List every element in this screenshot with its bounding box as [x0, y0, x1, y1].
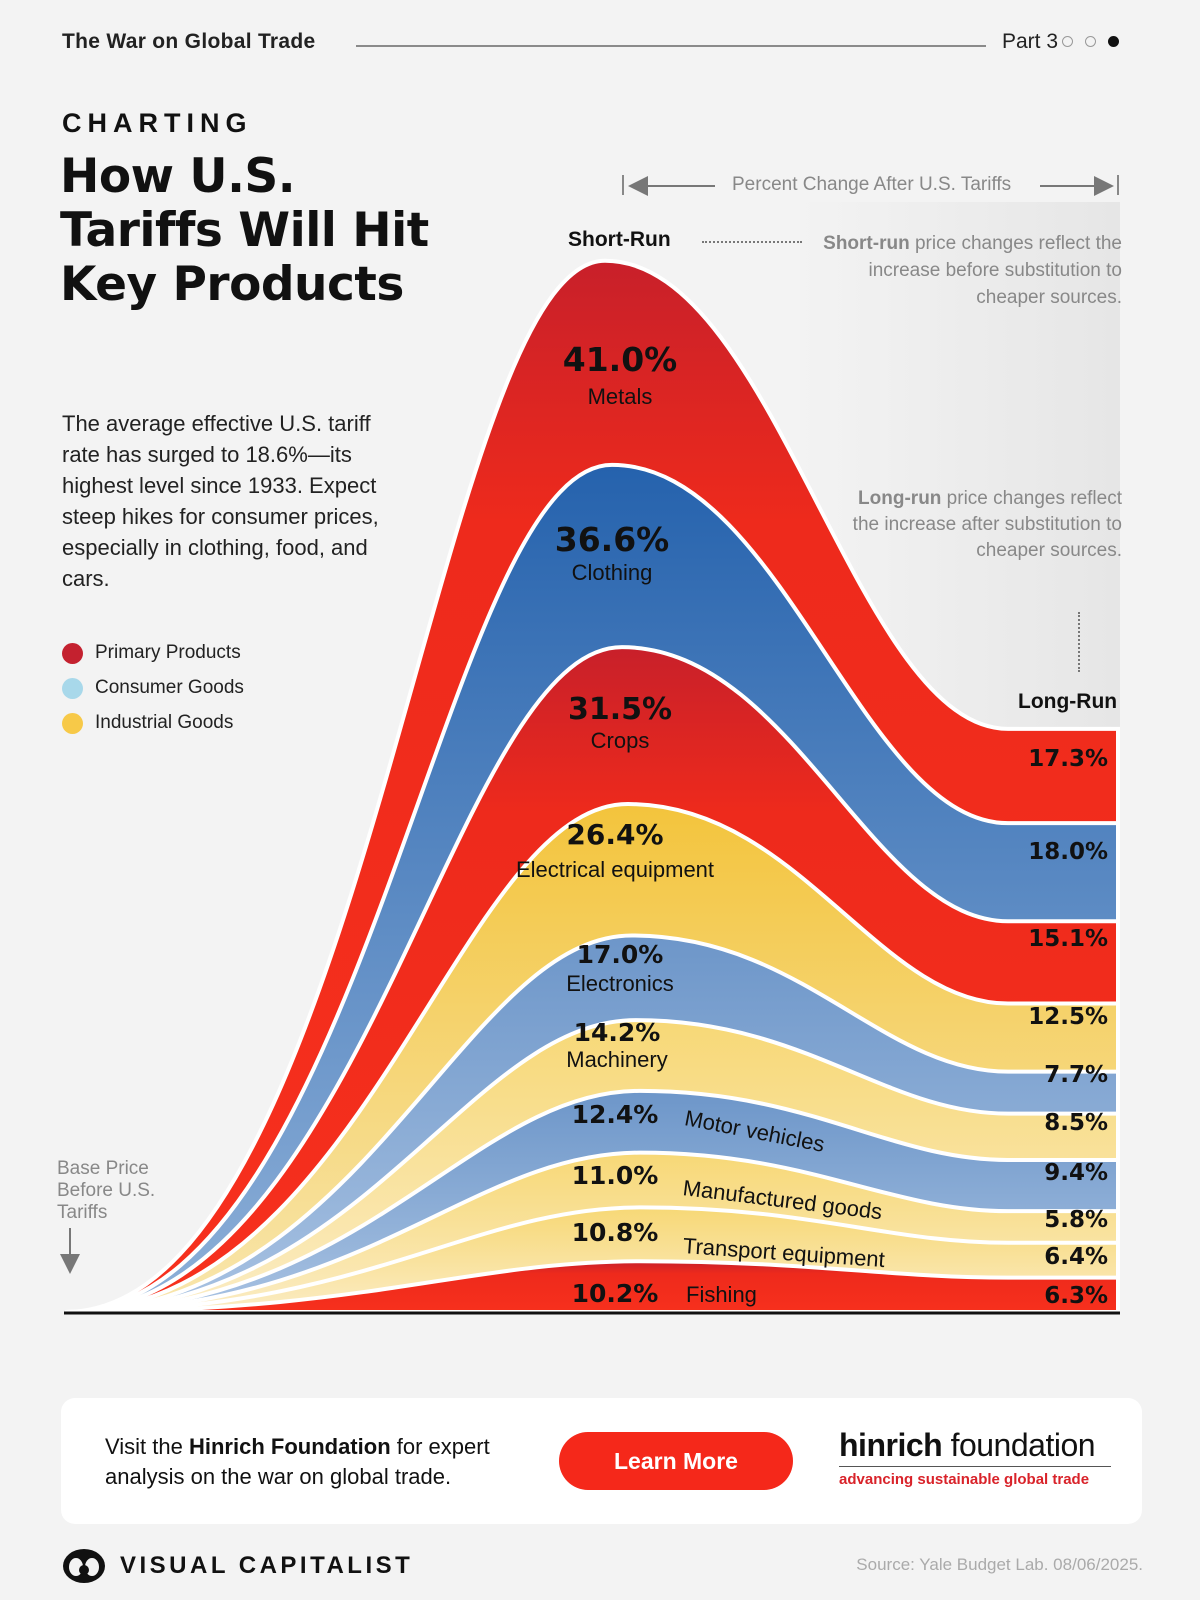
description: The average effective U.S. tariff rate h… [62, 411, 379, 591]
legend-swatch [62, 642, 83, 664]
long-run-note: Long-run price changes reflect the incre… [840, 486, 1122, 564]
cta-text-post: for expert analysis on the war on global… [105, 1434, 490, 1489]
header-divider [356, 45, 986, 47]
note-bold: Long-run [858, 488, 942, 509]
long-run-value: 12.5% [1028, 1004, 1108, 1030]
cta-banner: Visit the Hinrich Foundation for expert … [61, 1398, 1142, 1524]
axis-caption: Percent Change After U.S. Tariffs [732, 174, 1012, 195]
long-run-value: 6.3% [1044, 1283, 1108, 1309]
long-run-title: Long-Run [1018, 690, 1118, 713]
short-run-value: 12.4% [571, 1100, 659, 1129]
logo-name: hinrich foundation [839, 1426, 1111, 1464]
long-run-value: 18.0% [1028, 839, 1108, 865]
long-run-value: 17.3% [1028, 746, 1108, 772]
short-run-value: 10.2% [571, 1279, 659, 1308]
legend-label: Primary Products [95, 642, 241, 663]
category-label: Fishing [686, 1282, 757, 1307]
hinrich-foundation-logo[interactable]: hinrich foundation advancing sustainable… [839, 1426, 1111, 1488]
kicker: CHARTING [62, 108, 253, 138]
part-label: Part 3 [1002, 30, 1059, 53]
dotted-leader [702, 241, 802, 243]
legend-item-consumer: Consumer Goods [62, 677, 244, 699]
learn-more-button[interactable]: Learn More [559, 1432, 793, 1490]
logo-tagline: advancing sustainable global trade [839, 1471, 1090, 1488]
source: Source: Yale Budget Lab. 08/06/2025. [856, 1555, 1143, 1574]
short-run-value: 11.0% [571, 1161, 659, 1190]
category-label: Electrical equipment [515, 857, 715, 882]
legend-swatch [62, 677, 83, 699]
dotted-leader [1078, 612, 1080, 672]
cta-text-bold: Hinrich Foundation [188, 1434, 391, 1459]
series-title: The War on Global Trade [62, 30, 316, 53]
band-fishing [64, 1259, 1120, 1314]
page-title: How U.S. Tariffs Will Hit Key Products [60, 149, 429, 312]
short-run-value: 10.8% [571, 1218, 659, 1247]
long-run-value: 7.7% [1044, 1062, 1108, 1088]
category-label: Crops [590, 728, 650, 753]
logo-rule [839, 1466, 1111, 1467]
short-run-note: Short-run price changes reflect the incr… [810, 230, 1122, 311]
legend-item-industrial: Industrial Goods [62, 712, 233, 734]
long-run-value: 5.8% [1044, 1207, 1108, 1233]
category-label: Metals [587, 384, 653, 409]
long-run-value: 8.5% [1044, 1110, 1108, 1136]
visual-capitalist-logo: VISUAL CAPITALIST [62, 1548, 413, 1584]
category-label: Electronics [566, 971, 674, 996]
legend-label: Consumer Goods [95, 677, 244, 698]
legend-item-primary: Primary Products [62, 642, 241, 664]
short-run-value: 17.0% [576, 940, 664, 969]
legend-label: Industrial Goods [95, 712, 234, 733]
base-price-text: Base Price Before U.S. Tariffs [57, 1158, 156, 1223]
long-run-value: 15.1% [1028, 926, 1108, 952]
short-run-value: 36.6% [554, 520, 670, 559]
legend-swatch [62, 712, 83, 734]
short-run-value: 41.0% [562, 340, 678, 379]
vc-mark-icon [63, 1549, 105, 1583]
part-dot-3-active [1108, 36, 1119, 47]
part-dot-2 [1085, 36, 1096, 47]
cta-text: Visit the Hinrich Foundation for expert … [105, 1432, 535, 1492]
note-bold: Short-run [823, 233, 910, 254]
short-run-value: 14.2% [573, 1018, 661, 1047]
note-text: price changes reflect the increase after… [852, 488, 1122, 561]
part-dot-1 [1062, 36, 1073, 47]
category-label: Clothing [571, 560, 653, 585]
category-label: Machinery [566, 1047, 668, 1072]
short-run-value: 26.4% [566, 818, 664, 851]
logo-name-light: foundation [942, 1427, 1096, 1463]
short-run-value: 31.5% [567, 692, 673, 727]
base-price-label: Base Price Before U.S. Tariffs [57, 1158, 157, 1224]
note-text: price changes reflect the increase befor… [868, 233, 1123, 308]
long-run-value: 9.4% [1044, 1160, 1108, 1186]
short-run-title: Short-Run [568, 228, 671, 251]
brand-name: VISUAL CAPITALIST [120, 1552, 414, 1579]
long-run-value: 6.4% [1044, 1244, 1108, 1270]
cta-text-pre: Visit the [105, 1434, 189, 1459]
logo-name-bold: hinrich [839, 1427, 943, 1463]
